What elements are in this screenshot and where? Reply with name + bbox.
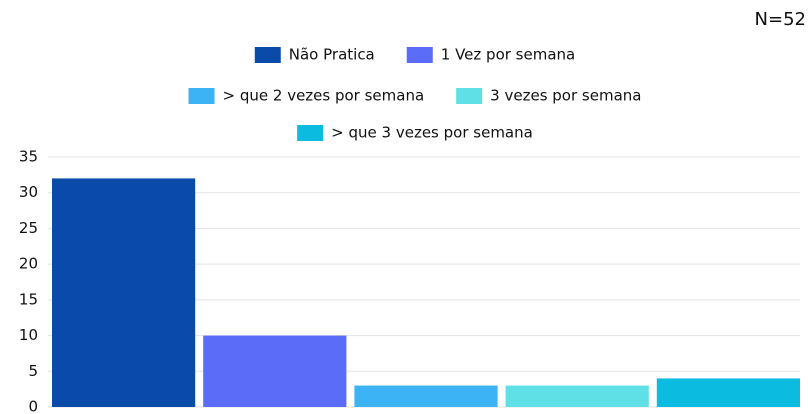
y-tick-label: 30: [19, 183, 38, 201]
y-tick-label: 15: [19, 290, 38, 308]
legend-label: 3 vezes por semana: [490, 87, 641, 105]
y-tick-label: 10: [19, 326, 38, 344]
bar: [203, 335, 347, 407]
bar: [656, 378, 800, 407]
y-tick-label: 25: [19, 219, 38, 237]
y-tick-label: 20: [19, 255, 38, 273]
y-tick-label: 35: [19, 148, 38, 166]
legend-swatch: [297, 125, 324, 141]
y-tick-label: 0: [28, 398, 38, 414]
y-tick-label: 5: [28, 362, 38, 380]
annotation: N=52: [755, 9, 806, 30]
legend-swatch: [456, 88, 483, 104]
legend-label: Não Pratica: [289, 46, 375, 64]
legend-swatch: [406, 47, 433, 63]
bar: [505, 385, 649, 407]
legend-label: 1 Vez por semana: [441, 46, 575, 64]
legend-swatch: [254, 47, 281, 63]
bar: [354, 385, 498, 407]
legend-label: > que 3 vezes por semana: [331, 124, 533, 142]
bar: [52, 178, 196, 407]
legend-swatch: [188, 88, 215, 104]
legend-label: > que 2 vezes por semana: [223, 87, 425, 105]
